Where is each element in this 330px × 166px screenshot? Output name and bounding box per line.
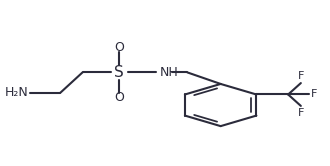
Text: S: S [114, 65, 124, 80]
Text: O: O [114, 41, 124, 54]
Text: F: F [311, 89, 317, 99]
Text: F: F [298, 108, 305, 118]
Text: NH: NH [160, 66, 179, 79]
Text: O: O [114, 91, 124, 104]
Text: H₂N: H₂N [5, 86, 28, 99]
Text: F: F [298, 71, 305, 81]
